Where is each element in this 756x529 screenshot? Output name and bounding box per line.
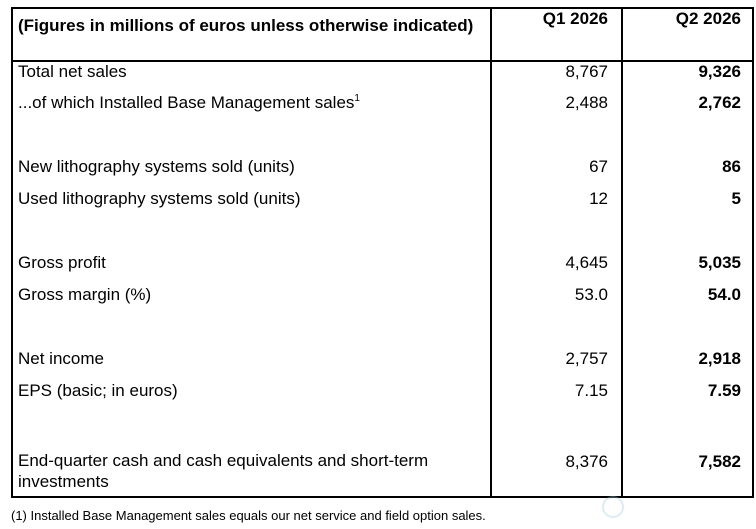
globe-logo-icon <box>602 496 624 518</box>
row-label: ...of which Installed Base Management sa… <box>11 93 491 125</box>
table-row: Total net sales 8,767 9,326 <box>11 61 754 93</box>
row-q2-value: 54.0 <box>621 285 754 317</box>
header-label: (Figures in millions of euros unless oth… <box>11 7 491 62</box>
header-q1: Q1 2026 <box>490 7 622 62</box>
row-q2-value: 7.59 <box>621 381 754 413</box>
table-row: Gross margin (%) 53.0 54.0 <box>11 285 754 317</box>
table-row: Gross profit 4,645 5,035 <box>11 253 754 285</box>
row-q1-value: 4,645 <box>490 253 622 285</box>
footnote-marker: 1 <box>354 93 360 104</box>
row-q1-value: 8,376 <box>490 445 622 498</box>
row-q2-value: 5 <box>621 189 754 221</box>
row-q1-value: 67 <box>490 157 622 189</box>
footnote: (1) Installed Base Management sales equa… <box>11 508 486 523</box>
table-row: End-quarter cash and cash equivalents an… <box>11 445 754 498</box>
row-label: Gross profit <box>11 253 491 285</box>
row-q2-value: 86 <box>621 157 754 189</box>
table-row: ...of which Installed Base Management sa… <box>11 93 754 125</box>
spacer-row <box>11 125 754 157</box>
row-q2-value: 2,918 <box>621 349 754 381</box>
row-q2-value: 2,762 <box>621 93 754 125</box>
row-label: Total net sales <box>11 61 491 93</box>
row-label-text: ...of which Installed Base Management sa… <box>18 93 355 112</box>
spacer-row <box>11 413 754 445</box>
table-row: EPS (basic; in euros) 7.15 7.59 <box>11 381 754 413</box>
row-q2-value: 9,326 <box>621 61 754 93</box>
header-q2: Q2 2026 <box>621 7 754 62</box>
row-q1-value: 8,767 <box>490 61 622 93</box>
table-row: Net income 2,757 2,918 <box>11 349 754 381</box>
row-label: EPS (basic; in euros) <box>11 381 491 413</box>
table-header-row: (Figures in millions of euros unless oth… <box>11 7 754 62</box>
row-label: Used lithography systems sold (units) <box>11 189 491 221</box>
row-q1-value: 2,488 <box>490 93 622 125</box>
row-label: New lithography systems sold (units) <box>11 157 491 189</box>
spacer-row <box>11 317 754 349</box>
row-q1-value: 7.15 <box>490 381 622 413</box>
row-label: End-quarter cash and cash equivalents an… <box>11 445 491 498</box>
financial-summary-table: (Figures in millions of euros unless oth… <box>11 7 754 498</box>
row-label: Gross margin (%) <box>11 285 491 317</box>
row-label: Net income <box>11 349 491 381</box>
watermark <box>602 494 752 520</box>
row-q2-value: 5,035 <box>621 253 754 285</box>
row-q1-value: 12 <box>490 189 622 221</box>
table-row: New lithography systems sold (units) 67 … <box>11 157 754 189</box>
row-q1-value: 53.0 <box>490 285 622 317</box>
spacer-row <box>11 221 754 253</box>
row-q2-value: 7,582 <box>621 445 754 498</box>
table-row: Used lithography systems sold (units) 12… <box>11 189 754 221</box>
row-q1-value: 2,757 <box>490 349 622 381</box>
